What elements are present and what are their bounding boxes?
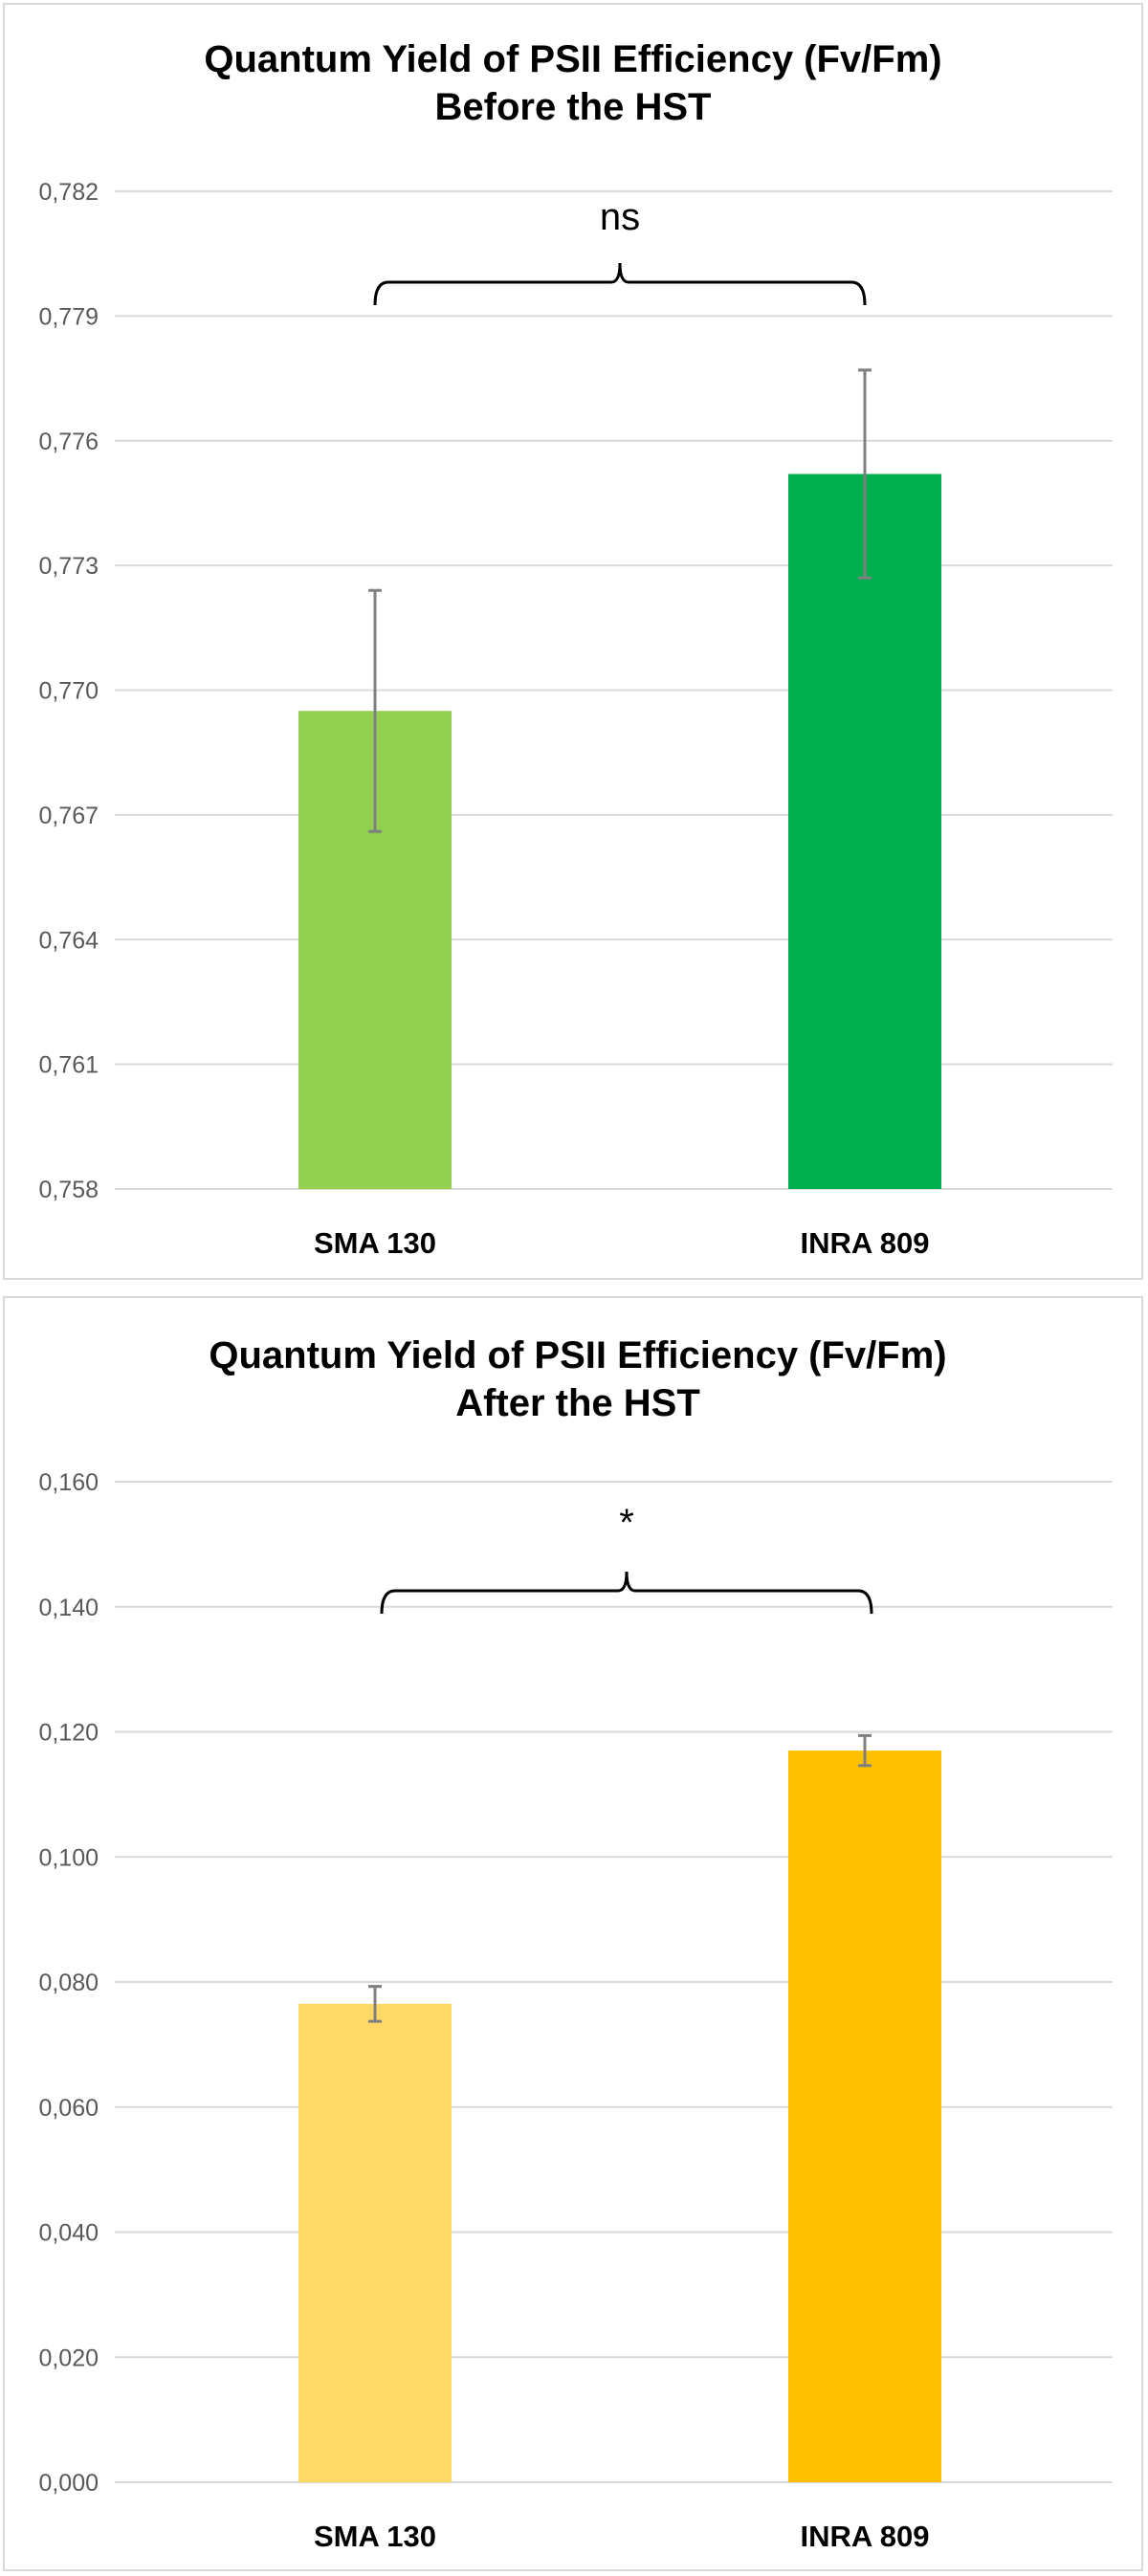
error-bar [368,1985,382,2023]
y-tick-label: 0,770 [38,678,99,705]
y-tick-label: 0,000 [38,2470,99,2497]
x-tick-label: INRA 809 [801,1226,930,1260]
significance-label: * [619,1502,634,1544]
y-tick-label: 0,758 [38,1177,99,1203]
chart-before-svg: Quantum Yield of PSII Efficiency (Fv/Fm)… [38,38,1113,1260]
x-tick-label: INRA 809 [801,2520,930,2553]
error-bar [368,588,382,833]
y-tick-label: 0,773 [38,553,99,580]
bar-inra-809 [788,1750,941,2482]
y-tick-label: 0,782 [38,179,99,206]
y-tick-label: 0,779 [38,303,99,330]
y-tick-label: 0,160 [38,1469,99,1496]
significance-label: ns [600,196,640,238]
x-tick-label: SMA 130 [314,1226,436,1260]
error-bar [858,368,872,580]
x-tick-label: SMA 130 [314,2520,436,2553]
chart-title: Quantum Yield of PSII Efficiency (Fv/Fm) [204,38,941,80]
y-tick-label: 0,100 [38,1844,99,1871]
y-tick-label: 0,767 [38,803,99,829]
significance-bracket [373,262,867,306]
y-tick-label: 0,764 [38,927,99,954]
y-tick-label: 0,060 [38,2095,99,2122]
chart-panel-before: Quantum Yield of PSII Efficiency (Fv/Fm)… [3,3,1143,1280]
y-tick-label: 0,140 [38,1595,99,1621]
bar-inra-809 [788,473,941,1189]
y-tick-label: 0,040 [38,2220,99,2247]
y-tick-label: 0,020 [38,2345,99,2371]
error-bar [858,1733,872,1768]
y-tick-label: 0,761 [38,1052,99,1079]
y-tick-label: 0,120 [38,1720,99,1747]
bar-sma-130 [298,2003,452,2482]
chart-title: Quantum Yield of PSII Efficiency (Fv/Fm) [209,1334,946,1376]
chart-after-svg: Quantum Yield of PSII Efficiency (Fv/Fm)… [38,1334,1113,2553]
y-tick-label: 0,776 [38,429,99,455]
significance-bracket [380,1571,873,1615]
chart-panel-after: Quantum Yield of PSII Efficiency (Fv/Fm)… [3,1296,1143,2571]
y-tick-label: 0,080 [38,1970,99,1996]
chart-subtitle: Before the HST [435,86,712,128]
chart-subtitle: After the HST [455,1382,700,1424]
